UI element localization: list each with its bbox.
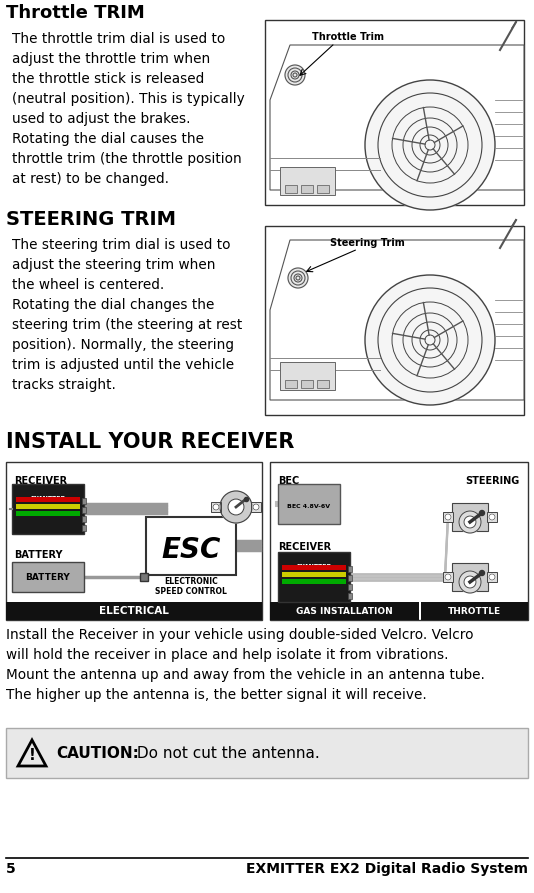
Text: Do not cut the antenna.: Do not cut the antenna. bbox=[132, 746, 320, 761]
Bar bbox=[140, 573, 148, 581]
Bar bbox=[452, 503, 488, 531]
Text: !: ! bbox=[28, 747, 35, 763]
Bar bbox=[6, 462, 262, 620]
Circle shape bbox=[365, 275, 495, 405]
Bar bbox=[487, 512, 497, 522]
Circle shape bbox=[480, 511, 484, 515]
Circle shape bbox=[213, 504, 219, 510]
Bar bbox=[16, 511, 80, 516]
Bar bbox=[16, 497, 80, 502]
Circle shape bbox=[445, 574, 451, 580]
Bar bbox=[282, 572, 346, 577]
Bar bbox=[348, 566, 352, 572]
Circle shape bbox=[459, 571, 481, 593]
Circle shape bbox=[220, 491, 252, 523]
Circle shape bbox=[228, 499, 244, 515]
Text: CAUTION:: CAUTION: bbox=[56, 746, 139, 761]
Bar bbox=[82, 525, 86, 531]
Bar bbox=[301, 380, 313, 388]
Text: BATTERY: BATTERY bbox=[14, 550, 62, 560]
Bar bbox=[146, 517, 236, 575]
Text: Install the Receiver in your vehicle using double-sided Velcro. Velcro
will hold: Install the Receiver in your vehicle usi… bbox=[6, 628, 485, 702]
Circle shape bbox=[253, 504, 259, 510]
Text: EXMITTER EX2 Digital Radio System: EXMITTER EX2 Digital Radio System bbox=[246, 862, 528, 876]
Bar bbox=[443, 572, 453, 582]
Bar bbox=[82, 507, 86, 513]
Bar bbox=[12, 484, 84, 534]
Text: BATTERY: BATTERY bbox=[26, 573, 70, 582]
Text: THROTTLE: THROTTLE bbox=[448, 606, 501, 615]
Bar bbox=[348, 593, 352, 599]
Bar bbox=[282, 565, 346, 570]
Polygon shape bbox=[270, 45, 524, 190]
Text: Throttle TRIM: Throttle TRIM bbox=[6, 4, 145, 22]
Circle shape bbox=[464, 576, 476, 588]
Circle shape bbox=[489, 574, 495, 580]
Text: 5: 5 bbox=[6, 862, 15, 876]
Circle shape bbox=[489, 514, 495, 520]
Bar bbox=[265, 226, 524, 415]
Bar bbox=[421, 602, 528, 620]
Bar bbox=[348, 584, 352, 590]
Bar bbox=[265, 20, 524, 205]
Circle shape bbox=[285, 65, 305, 85]
Bar bbox=[280, 167, 335, 195]
Bar bbox=[317, 380, 329, 388]
Circle shape bbox=[464, 516, 476, 528]
Text: EXMITTER: EXMITTER bbox=[296, 564, 332, 569]
Text: ELECTRONIC
SPEED CONTROL: ELECTRONIC SPEED CONTROL bbox=[155, 577, 227, 597]
Bar bbox=[6, 728, 528, 778]
Bar bbox=[487, 572, 497, 582]
Bar bbox=[301, 185, 313, 193]
Circle shape bbox=[480, 571, 484, 575]
Text: RECEIVER: RECEIVER bbox=[14, 476, 67, 486]
Bar bbox=[452, 563, 488, 591]
Circle shape bbox=[459, 511, 481, 533]
Text: ESC: ESC bbox=[161, 536, 221, 564]
Bar bbox=[282, 579, 346, 584]
Bar bbox=[285, 185, 297, 193]
Bar bbox=[278, 552, 350, 602]
Bar bbox=[82, 516, 86, 522]
Bar bbox=[251, 502, 261, 512]
Text: The steering trim dial is used to
adjust the steering trim when
the wheel is cen: The steering trim dial is used to adjust… bbox=[12, 238, 242, 392]
Bar bbox=[280, 362, 335, 390]
Bar bbox=[270, 602, 419, 620]
Circle shape bbox=[288, 268, 308, 288]
Text: STEERING TRIM: STEERING TRIM bbox=[6, 210, 176, 229]
Circle shape bbox=[365, 80, 495, 210]
Bar bbox=[443, 512, 453, 522]
Text: The throttle trim dial is used to
adjust the throttle trim when
the throttle sti: The throttle trim dial is used to adjust… bbox=[12, 32, 245, 187]
Bar bbox=[211, 502, 221, 512]
Bar bbox=[16, 504, 80, 509]
Circle shape bbox=[445, 514, 451, 520]
Text: EXMITTER: EXMITTER bbox=[30, 496, 66, 501]
Bar bbox=[270, 462, 528, 620]
Bar bbox=[6, 602, 262, 620]
Bar bbox=[82, 498, 86, 504]
Text: BEC: BEC bbox=[278, 476, 299, 486]
Bar bbox=[348, 575, 352, 581]
Bar bbox=[12, 562, 84, 592]
Text: Throttle Trim: Throttle Trim bbox=[312, 32, 384, 42]
Bar bbox=[285, 380, 297, 388]
Text: STEERING: STEERING bbox=[466, 476, 520, 486]
Text: GAS INSTALLATION: GAS INSTALLATION bbox=[296, 606, 393, 615]
Text: INSTALL YOUR RECEIVER: INSTALL YOUR RECEIVER bbox=[6, 432, 294, 452]
Bar bbox=[278, 484, 340, 524]
Polygon shape bbox=[270, 240, 524, 400]
Text: ELECTRICAL: ELECTRICAL bbox=[99, 606, 169, 616]
Text: RECEIVER: RECEIVER bbox=[278, 542, 331, 552]
Text: Steering Trim: Steering Trim bbox=[330, 238, 405, 248]
Text: BEC 4.8V-6V: BEC 4.8V-6V bbox=[287, 504, 331, 508]
Bar bbox=[317, 185, 329, 193]
